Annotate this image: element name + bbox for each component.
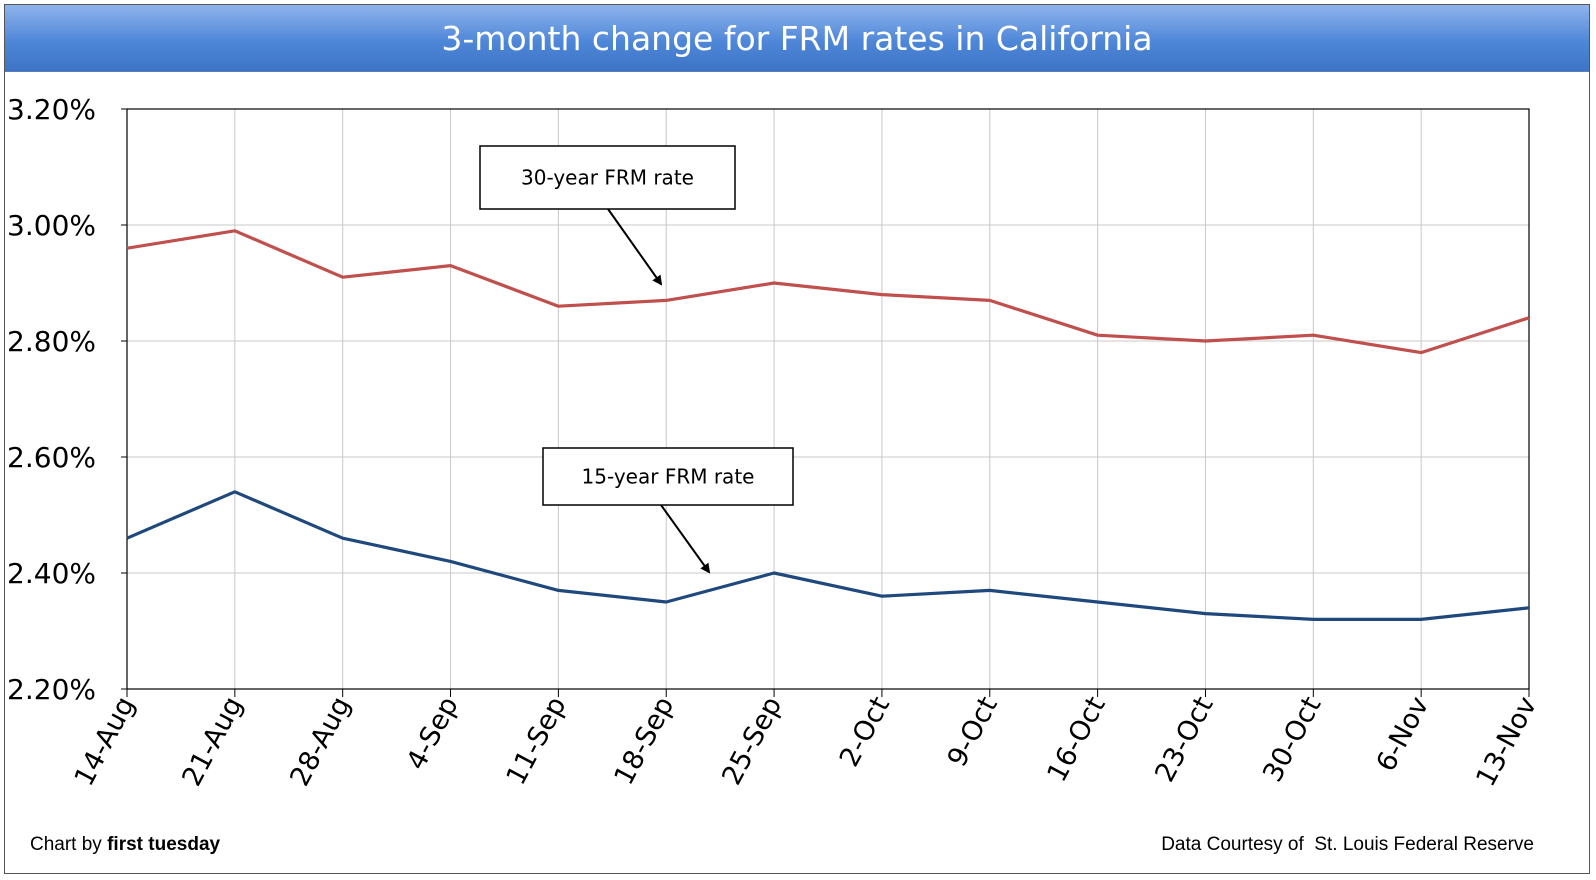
x-tick-label: 9-Oct <box>942 692 1004 772</box>
x-tick-label: 11-Sep <box>501 692 573 790</box>
x-tick-label: 6-Nov <box>1371 692 1436 777</box>
footer-brand: first tuesday <box>107 834 221 855</box>
y-tick-label: 3.00% <box>7 209 96 242</box>
y-tick-label: 2.20% <box>7 673 96 706</box>
footer-credit: Chart by first tuesday <box>30 834 220 856</box>
annotation-arrow <box>660 504 711 574</box>
title-bar: 3-month change for FRM rates in Californ… <box>4 4 1590 72</box>
chart-title: 3-month change for FRM rates in Californ… <box>441 19 1153 58</box>
y-tick-label: 2.80% <box>7 325 96 358</box>
y-tick-label: 2.40% <box>7 557 96 590</box>
x-tick-label: 2-Oct <box>834 692 896 772</box>
x-tick-label: 14-Aug <box>69 692 142 792</box>
y-tick-label: 2.60% <box>7 441 96 474</box>
x-tick-label: 13-Nov <box>1470 692 1543 792</box>
x-tick-label: 30-Oct <box>1257 692 1327 787</box>
x-tick-label: 18-Sep <box>608 692 680 790</box>
x-tick-label: 4-Sep <box>401 692 465 775</box>
footer-credit-prefix: Chart by <box>30 834 108 855</box>
series-line-15yr <box>126 490 1530 622</box>
x-tick-label: 21-Aug <box>176 692 249 792</box>
annotation-arrow <box>607 208 663 286</box>
annotation-label: 30-year FRM rate <box>521 166 694 190</box>
annotation-box <box>542 447 794 506</box>
annotation-box <box>479 145 736 210</box>
x-tick-label: 25-Sep <box>716 692 788 790</box>
annotation-label: 15-year FRM rate <box>582 465 755 489</box>
plot-area <box>127 109 1529 689</box>
x-tick-label: 28-Aug <box>284 692 357 792</box>
x-tick-label: 23-Oct <box>1149 692 1219 787</box>
x-tick-label: 16-Oct <box>1041 692 1111 787</box>
y-tick-label: 3.20% <box>7 93 96 126</box>
series-line-30yr <box>126 229 1530 355</box>
footer-source: Data Courtesy of St. Louis Federal Reser… <box>1161 834 1534 855</box>
plot-border <box>126 108 1530 690</box>
